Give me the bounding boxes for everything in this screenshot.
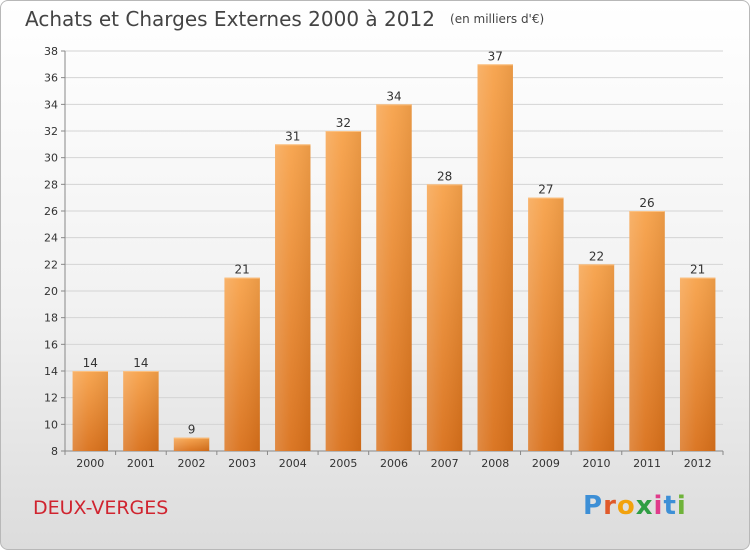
x-tick-label: 2012 [684, 457, 712, 470]
chart-unit-note: (en milliers d'€) [450, 12, 545, 26]
y-tick-label: 16 [44, 338, 58, 351]
x-tick-label: 2003 [228, 457, 256, 470]
bar-shading [123, 371, 159, 451]
value-label: 27 [538, 183, 553, 197]
bar-shading [528, 197, 564, 451]
bar-shading [679, 277, 716, 451]
value-label: 21 [235, 263, 250, 277]
value-label: 31 [285, 129, 300, 143]
tick-labels: 8 10 12 14 16 18 20 22 24 26 28 30 32 34 36 38 2000 2001 2… [44, 45, 712, 470]
y-tick-label: 38 [44, 45, 58, 58]
x-tick-label: 2009 [532, 457, 560, 470]
bar-shading [477, 64, 513, 452]
value-label: 9 [188, 423, 196, 437]
y-tick-label: 8 [51, 445, 58, 458]
bar-shading [578, 264, 615, 451]
logo-letter: o [616, 491, 636, 521]
value-label: 14 [133, 356, 148, 370]
y-tick-label: 20 [44, 285, 58, 298]
bar-shading [72, 371, 109, 451]
y-tick-label: 28 [44, 178, 58, 191]
value-labels: 14 14 9 21 31 32 34 28 37 27 22 26 21 [83, 49, 706, 436]
logo-letter: r [603, 491, 617, 521]
logo-letter: t [663, 491, 677, 521]
bar-shading [275, 144, 311, 452]
y-tick-label: 30 [44, 152, 58, 165]
bar-shading [325, 131, 362, 451]
x-tick-label: 2008 [481, 457, 509, 470]
y-tick-label: 22 [44, 258, 58, 271]
bar-shading [426, 184, 463, 452]
y-tick-label: 34 [44, 98, 58, 111]
y-tick-label: 12 [44, 392, 58, 405]
value-label: 34 [386, 89, 401, 103]
y-tick-label: 14 [44, 365, 58, 378]
bar-shading [629, 211, 665, 451]
x-tick-label: 2010 [582, 457, 610, 470]
logo-letter: i [676, 491, 687, 521]
bar-shading [173, 437, 210, 451]
value-label: 26 [639, 196, 654, 210]
x-tick-label: 2011 [633, 457, 661, 470]
x-tick-label: 2001 [127, 457, 155, 470]
value-label: 32 [336, 116, 351, 130]
commune-name: DEUX-VERGES [33, 497, 169, 519]
value-label: 21 [690, 263, 705, 277]
chart-title: Achats et Charges Externes 2000 à 2012 [25, 7, 435, 31]
value-label: 28 [437, 169, 452, 183]
y-tick-label: 26 [44, 205, 58, 218]
proxiti-logo: Proxiti [583, 491, 687, 521]
value-label: 14 [83, 356, 98, 370]
value-label: 37 [488, 49, 503, 63]
logo-letter: x [635, 491, 654, 521]
logo-letter: P [583, 491, 604, 521]
x-tick-label: 2002 [178, 457, 206, 470]
title-row: Achats et Charges Externes 2000 à 2012 (… [25, 7, 544, 31]
y-tick-label: 18 [44, 312, 58, 325]
y-tick-label: 10 [44, 418, 58, 431]
y-tick-label: 24 [44, 232, 58, 245]
x-tick-label: 2004 [279, 457, 307, 470]
x-tick-label: 2000 [76, 457, 104, 470]
x-tick-label: 2007 [431, 457, 459, 470]
x-tick-label: 2005 [329, 457, 357, 470]
bars [72, 64, 716, 452]
y-tick-label: 36 [44, 72, 58, 85]
bar-shading [224, 277, 260, 451]
y-tick-label: 32 [44, 125, 58, 138]
value-label: 22 [589, 249, 604, 263]
bar-shading [376, 104, 412, 451]
x-tick-label: 2006 [380, 457, 408, 470]
logo-letter: i [653, 491, 664, 521]
